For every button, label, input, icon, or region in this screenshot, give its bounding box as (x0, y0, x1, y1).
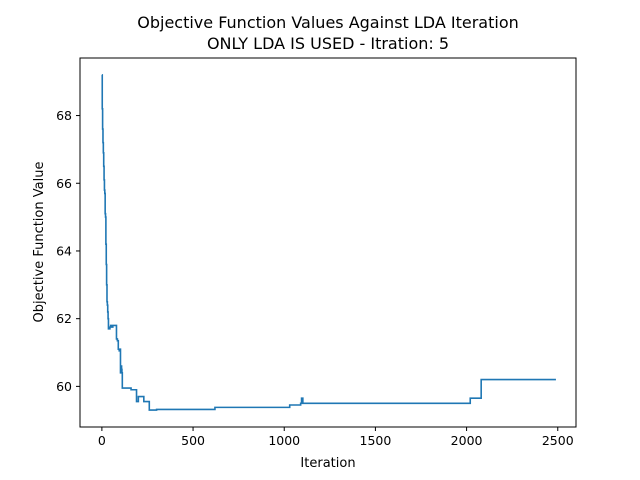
objective-value-line (101, 74, 556, 411)
x-tick-label: 0 (98, 433, 106, 448)
x-axis: 0 500 1000 1500 2000 2500 (98, 427, 574, 448)
chart-title: Objective Function Values Against LDA It… (137, 13, 519, 32)
y-axis: 60 62 64 66 68 (56, 108, 80, 394)
x-tick-label: 1000 (268, 433, 300, 448)
x-tick-label: 2000 (451, 433, 483, 448)
chart-subtitle: ONLY LDA IS USED - Itration: 5 (207, 34, 449, 53)
axes-frame (79, 57, 577, 428)
x-axis-label: Iteration (300, 456, 355, 471)
y-tick-label: 66 (56, 176, 72, 191)
y-tick-label: 60 (56, 379, 72, 394)
x-tick-label: 1500 (360, 433, 392, 448)
y-axis-label: Objective Function Value (32, 162, 47, 323)
x-tick-label: 2500 (542, 433, 574, 448)
plot-area (79, 57, 577, 428)
y-tick-label: 62 (56, 311, 72, 326)
y-tick-label: 64 (56, 243, 72, 258)
x-tick-label: 500 (181, 433, 205, 448)
y-tick-label: 68 (56, 108, 72, 123)
